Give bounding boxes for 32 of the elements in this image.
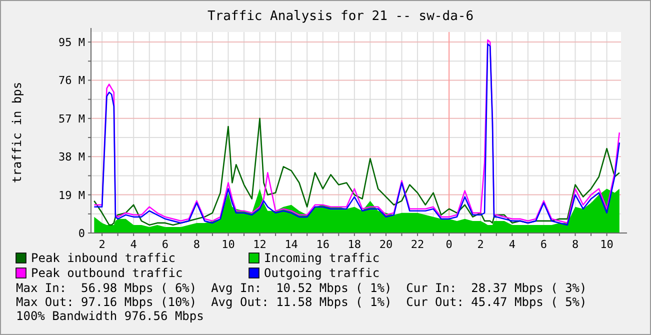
x-tick-label: 2	[477, 238, 484, 251]
x-tick-label: 2	[98, 238, 106, 251]
x-tick-label: 16	[316, 238, 330, 251]
x-tick-label: 20	[379, 238, 393, 251]
y-tick-label: 57 M	[58, 112, 86, 126]
x-tick-label: 8	[572, 238, 579, 251]
x-tick-label: 14	[284, 238, 298, 251]
x-tick-label: 22	[410, 238, 424, 251]
text: Max Out: 97.16 Mbps (10%) Avg Out: 11.58 Mbps ( 1%) Cur Out: 45.47 Mbps ( 5%)	[16, 295, 587, 309]
y-tick-label: 19 M	[58, 188, 86, 202]
x-tick-label: 10	[222, 238, 235, 251]
x-tick-label: 0	[446, 238, 452, 251]
x-tick-label: 10	[600, 238, 614, 251]
y-tick-label: 38 M	[58, 150, 86, 164]
x-tick-label: 18	[348, 238, 362, 251]
x-tick-label: 6	[162, 238, 168, 251]
y-tick-label: 0	[78, 227, 85, 240]
y-axis-title: traffic in bps	[10, 82, 24, 184]
text: 100% Bandwidth 976.56 Mbps	[16, 309, 204, 323]
legend-label: Outgoing traffic	[264, 266, 380, 280]
chart-title: Traffic Analysis for 21 -- sw-da-6	[207, 9, 474, 24]
legend-label: Incoming traffic	[264, 251, 380, 265]
x-tick-label: 4	[508, 238, 516, 251]
y-tick-label: 95 M	[58, 36, 86, 50]
x-tick-label: 6	[540, 238, 548, 251]
text: Max In: 56.98 Mbps ( 6%) Avg In: 10.52 Mbps ( 1%) Cur In: 28.37 Mbps ( 3%)	[16, 281, 587, 295]
y-tick-label: 76 M	[58, 74, 86, 88]
x-tick-label: 12	[253, 238, 266, 251]
legend-label: Peak outbound traffic	[31, 266, 183, 280]
legend-label: Peak inbound traffic	[31, 251, 176, 265]
x-tick-label: 4	[130, 238, 138, 251]
x-tick-label: 8	[193, 238, 200, 251]
